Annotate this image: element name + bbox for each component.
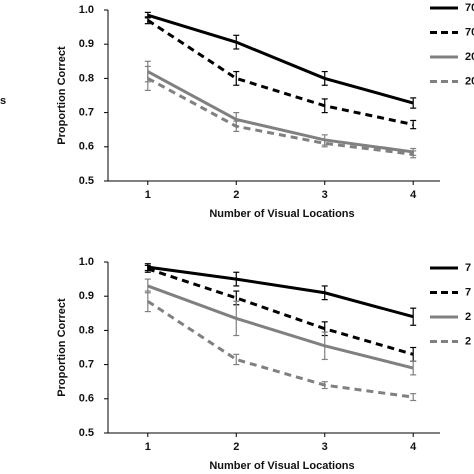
legend-label: 20 xyxy=(465,51,474,63)
error-bar xyxy=(321,381,328,390)
y-tick-label: 1.0 xyxy=(79,4,94,16)
x-tick-label: 3 xyxy=(322,189,328,201)
error-bar xyxy=(144,290,151,313)
error-bar xyxy=(321,331,328,361)
y-tick-label: 0.9 xyxy=(79,38,94,50)
y-tick-label: 0.8 xyxy=(79,72,94,84)
error-bar xyxy=(321,98,328,114)
error-bar xyxy=(233,120,240,133)
legend-label: 2 xyxy=(465,311,471,323)
error-bar xyxy=(233,353,240,366)
legend-label: 20 xyxy=(465,75,474,87)
error-bar xyxy=(144,264,151,273)
y-axis-title: Proportion Correct xyxy=(56,298,68,397)
y-tick-label: 0.8 xyxy=(79,324,94,336)
error-bar xyxy=(321,285,328,301)
error-bar xyxy=(321,70,328,86)
y-tick-label: 1.0 xyxy=(79,256,94,268)
x-tick-label: 4 xyxy=(410,441,417,453)
y-tick-label: 0.6 xyxy=(79,393,94,405)
x-tick-label: 1 xyxy=(145,189,151,201)
series-line xyxy=(147,267,414,356)
x-axis-title: Number of Visual Locations xyxy=(209,208,354,220)
x-tick-label: 2 xyxy=(233,189,239,201)
series-line xyxy=(146,300,414,399)
y-tick-label: 0.5 xyxy=(79,427,94,439)
error-bar xyxy=(233,34,240,50)
x-tick-label: 1 xyxy=(145,441,151,453)
x-tick-label: 4 xyxy=(410,189,417,201)
error-bar xyxy=(410,97,417,109)
error-bar xyxy=(144,16,151,25)
legend-label: 2 xyxy=(465,335,471,347)
y-tick-label: 0.9 xyxy=(79,290,94,302)
cropped-text: s xyxy=(0,95,6,107)
error-bar xyxy=(233,300,240,337)
error-bar xyxy=(410,360,417,376)
error-bar xyxy=(233,271,240,287)
x-tick-label: 3 xyxy=(322,441,328,453)
series-line xyxy=(146,19,414,127)
series-line xyxy=(147,265,414,319)
legend-label: 7 xyxy=(465,262,471,274)
y-axis-title: Proportion Correct xyxy=(56,46,68,145)
y-tick-label: 0.5 xyxy=(79,175,94,187)
error-bar xyxy=(233,70,240,86)
y-tick-label: 0.7 xyxy=(79,107,94,119)
y-tick-label: 0.6 xyxy=(79,141,94,153)
series-line xyxy=(147,13,414,105)
legend-label: 7 xyxy=(465,286,471,298)
x-tick-label: 2 xyxy=(233,441,239,453)
series-line xyxy=(147,284,414,370)
error-bar xyxy=(410,119,417,130)
series-line xyxy=(147,77,414,156)
error-bar xyxy=(410,150,417,159)
error-bar xyxy=(410,307,417,326)
error-bar xyxy=(321,139,328,148)
legend-label: 70 xyxy=(465,2,474,14)
x-axis-title: Number of Visual Locations xyxy=(209,460,354,472)
error-bar xyxy=(410,393,417,402)
y-tick-label: 0.7 xyxy=(79,359,94,371)
series-line xyxy=(147,70,414,154)
legend-label: 70 xyxy=(465,26,474,38)
error-bar xyxy=(144,65,151,91)
